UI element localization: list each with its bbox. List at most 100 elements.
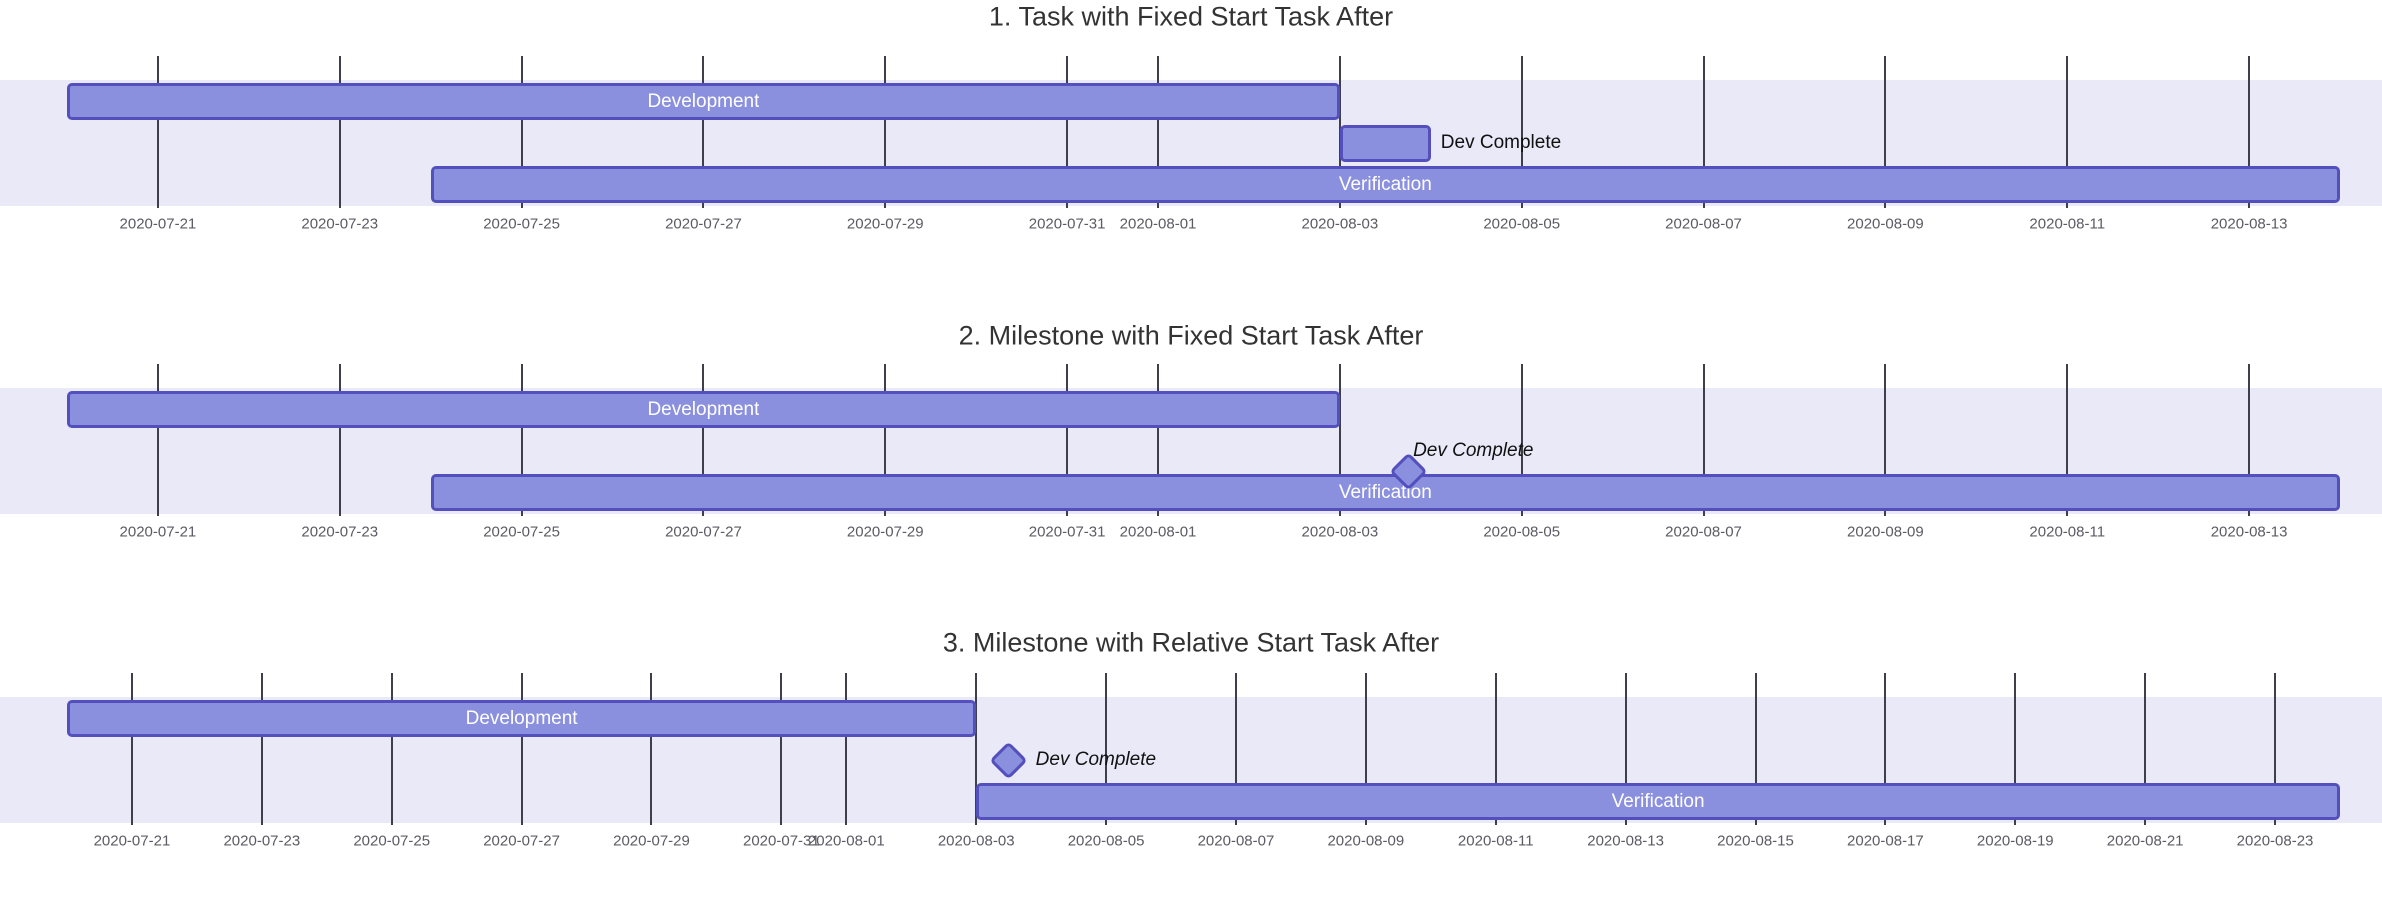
milestone-label: Dev Complete bbox=[1413, 440, 1534, 461]
task-bar-development: Development bbox=[67, 700, 977, 737]
task-label: Verification bbox=[1611, 790, 1705, 812]
grid-tick-line bbox=[130, 673, 133, 825]
task-bar-development: Development bbox=[67, 391, 1340, 428]
grid-tick-line bbox=[1494, 673, 1497, 825]
grid-tick-line bbox=[2274, 673, 2277, 825]
axis-tick-label: 2020-08-03 bbox=[1301, 215, 1379, 233]
grid-tick-line bbox=[975, 673, 978, 825]
axis-tick-label: 2020-07-29 bbox=[846, 215, 924, 233]
grid-tick-line bbox=[156, 364, 159, 516]
axis-tick-label: 2020-08-13 bbox=[2210, 215, 2288, 233]
axis-tick-label: 2020-08-11 bbox=[2029, 215, 2106, 233]
grid-tick-line bbox=[390, 673, 393, 825]
grid-tick-line bbox=[2144, 673, 2147, 825]
grid-tick-line bbox=[2248, 56, 2251, 208]
task-label: Development bbox=[647, 90, 760, 112]
section-band bbox=[0, 697, 2382, 823]
axis-tick-label: 2020-08-21 bbox=[2106, 832, 2184, 850]
grid-tick-line bbox=[1754, 673, 1757, 825]
task-bar-dev-complete bbox=[1339, 124, 1431, 162]
axis-tick-label: 2020-08-03 bbox=[937, 832, 1015, 850]
grid-tick-line bbox=[1338, 56, 1341, 208]
axis-tick-label: 2020-08-13 bbox=[1587, 832, 1664, 850]
task-label: Development bbox=[647, 398, 760, 420]
axis-tick-label: 2020-07-25 bbox=[353, 832, 431, 850]
grid-tick-line bbox=[260, 673, 263, 825]
task-label: Verification bbox=[1338, 173, 1432, 195]
grid-tick-line bbox=[1066, 364, 1069, 516]
task-label: Development bbox=[465, 707, 578, 729]
axis-tick-label: 2020-08-01 bbox=[807, 832, 885, 850]
axis-tick-label: 2020-08-05 bbox=[1067, 832, 1145, 850]
axis-tick-label: 2020-07-27 bbox=[483, 832, 560, 850]
grid-tick-line bbox=[650, 673, 653, 825]
task-label-outside: Dev Complete bbox=[1440, 132, 1562, 153]
task-label: Verification bbox=[1338, 481, 1432, 503]
axis-tick-label: 2020-08-01 bbox=[1119, 523, 1197, 541]
axis-tick-label: 2020-07-31 bbox=[1028, 215, 1106, 233]
axis-tick-label: 2020-07-23 bbox=[301, 215, 379, 233]
milestone-label: Dev Complete bbox=[1035, 749, 1157, 770]
grid-tick-line bbox=[1884, 56, 1887, 208]
axis-tick-label: 2020-08-19 bbox=[1976, 832, 2054, 850]
task-bar-verification: Verification bbox=[976, 783, 2340, 820]
grid-tick-line bbox=[1624, 673, 1627, 825]
axis-tick-label: 2020-08-07 bbox=[1665, 523, 1742, 541]
grid-tick-line bbox=[1338, 364, 1341, 516]
grid-tick-line bbox=[2066, 364, 2069, 516]
grid-tick-line bbox=[1157, 56, 1160, 208]
axis-tick-label: 2020-07-23 bbox=[223, 832, 301, 850]
axis-tick-label: 2020-07-21 bbox=[93, 832, 171, 850]
section-band bbox=[0, 388, 2382, 514]
axis-tick-label: 2020-07-31 bbox=[1028, 523, 1106, 541]
grid-tick-line bbox=[1702, 364, 1705, 516]
axis-tick-label: 2020-08-07 bbox=[1665, 215, 1742, 233]
grid-tick-line bbox=[702, 364, 705, 516]
milestone-diamond bbox=[1388, 451, 1428, 491]
axis-tick-label: 2020-07-31 bbox=[742, 832, 820, 850]
chart-title: 2. Milestone with Fixed Start Task After bbox=[958, 320, 1424, 351]
axis-tick-label: 2020-08-23 bbox=[2236, 832, 2314, 850]
grid-tick-line bbox=[1234, 673, 1237, 825]
axis-tick-label: 2020-07-27 bbox=[665, 523, 742, 541]
axis-tick-label: 2020-08-03 bbox=[1301, 523, 1379, 541]
grid-tick-line bbox=[520, 364, 523, 516]
axis-tick-label: 2020-07-27 bbox=[665, 215, 742, 233]
axis-tick-label: 2020-07-29 bbox=[613, 832, 690, 850]
axis-tick-label: 2020-08-13 bbox=[2210, 523, 2288, 541]
axis-tick-label: 2020-08-09 bbox=[1847, 215, 1924, 233]
grid-tick-line bbox=[156, 56, 159, 208]
grid-tick-line bbox=[520, 56, 523, 208]
grid-tick-line bbox=[1520, 364, 1523, 516]
axis-tick-label: 2020-08-01 bbox=[1119, 215, 1197, 233]
axis-tick-label: 2020-08-07 bbox=[1197, 832, 1275, 850]
grid-tick-line bbox=[1066, 56, 1069, 208]
grid-tick-line bbox=[1702, 56, 1705, 208]
axis-tick-label: 2020-08-15 bbox=[1717, 832, 1794, 850]
axis-tick-label: 2020-08-05 bbox=[1483, 523, 1561, 541]
grid-tick-line bbox=[1884, 364, 1887, 516]
grid-tick-line bbox=[1364, 673, 1367, 825]
grid-tick-line bbox=[780, 673, 783, 825]
axis-tick-label: 2020-07-25 bbox=[483, 215, 560, 233]
grid-tick-line bbox=[520, 673, 523, 825]
axis-tick-label: 2020-08-11 bbox=[2029, 523, 2106, 541]
grid-tick-line bbox=[338, 364, 341, 516]
section-band bbox=[0, 80, 2382, 206]
grid-tick-line bbox=[2066, 56, 2069, 208]
grid-tick-line bbox=[1520, 56, 1523, 208]
axis-tick-label: 2020-08-09 bbox=[1327, 832, 1405, 850]
axis-tick-label: 2020-07-21 bbox=[119, 215, 197, 233]
grid-tick-line bbox=[884, 364, 887, 516]
grid-tick-line bbox=[2248, 364, 2251, 516]
axis-tick-label: 2020-07-21 bbox=[119, 523, 197, 541]
grid-tick-line bbox=[1884, 673, 1887, 825]
axis-tick-label: 2020-07-23 bbox=[301, 523, 379, 541]
milestone-diamond bbox=[989, 740, 1028, 780]
grid-tick-line bbox=[338, 56, 341, 208]
chart-title: 1. Task with Fixed Start Task After bbox=[988, 1, 1394, 32]
grid-tick-line bbox=[702, 56, 705, 208]
grid-tick-line bbox=[884, 56, 887, 208]
